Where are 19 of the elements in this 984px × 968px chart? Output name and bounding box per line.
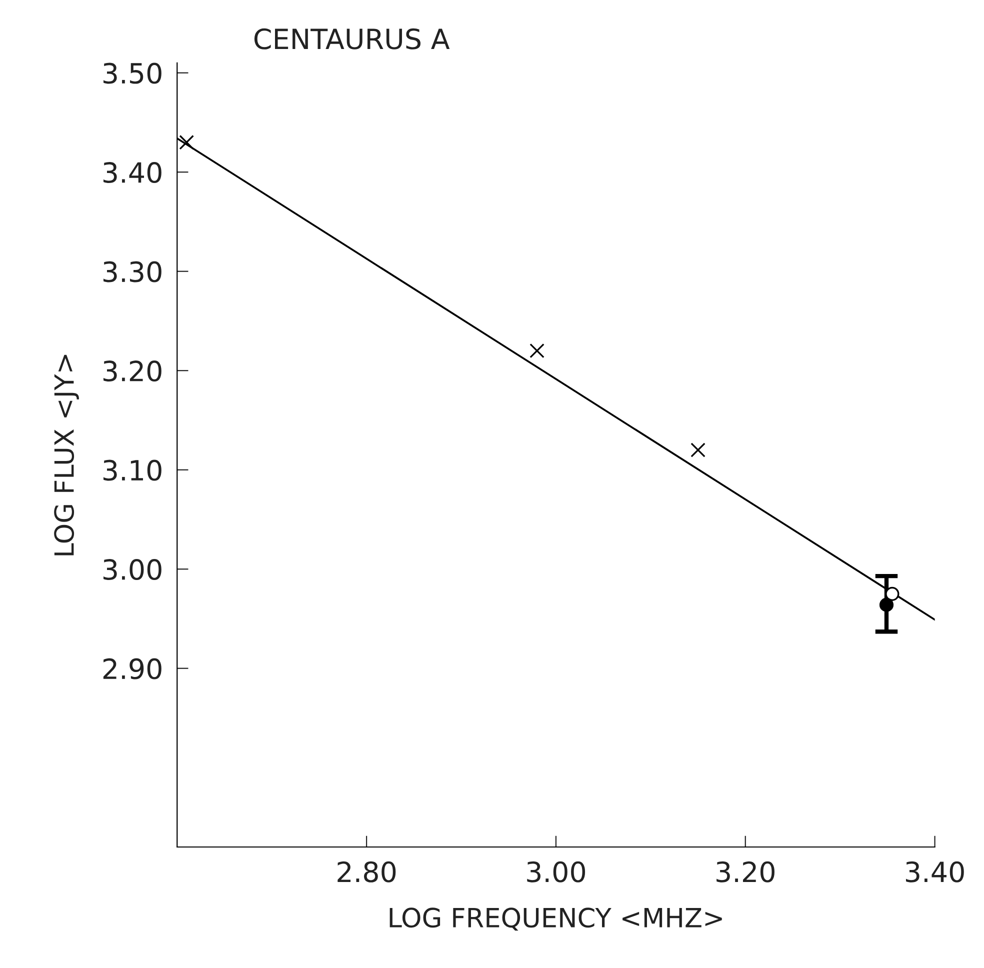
y-tick-label: 2.90 bbox=[103, 658, 162, 680]
x-tick-label: 2.80 bbox=[338, 861, 396, 882]
point bbox=[179, 134, 194, 150]
y-tick-label: 3.30 bbox=[104, 261, 162, 282]
y-tick-label: 3.20 bbox=[104, 360, 162, 382]
y-axis-title: LOG FLUX <JY> bbox=[54, 354, 79, 556]
x-tick-label: 3.00 bbox=[527, 861, 586, 882]
point bbox=[879, 598, 894, 612]
point bbox=[885, 586, 900, 601]
x-tick-label: 3.40 bbox=[906, 861, 964, 882]
y-tick-label: 3.00 bbox=[104, 559, 162, 580]
chart-title: CENTAURUS A bbox=[254, 28, 450, 50]
y-tick-label: 3.50 bbox=[104, 62, 162, 84]
point bbox=[690, 442, 706, 458]
x-axis-title: LOG FREQUENCY <MHZ> bbox=[390, 908, 722, 931]
y-tick-label: 3.10 bbox=[104, 460, 162, 481]
y-tick-label: 3.40 bbox=[104, 162, 162, 184]
point bbox=[530, 343, 544, 358]
x-tick-label: 3.20 bbox=[716, 861, 774, 882]
